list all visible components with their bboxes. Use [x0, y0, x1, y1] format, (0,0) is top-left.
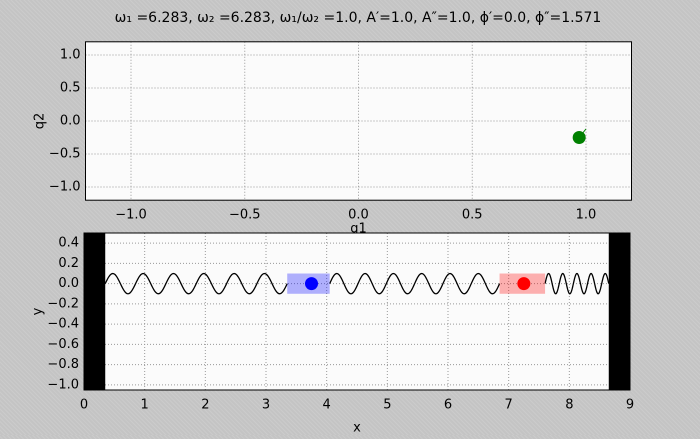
y-tick-label: −0.6 [47, 337, 79, 352]
wall [84, 233, 106, 390]
y-tick-label: −1.0 [49, 180, 81, 195]
y-tick-label: 1.0 [60, 48, 81, 63]
x-tick-label: 1 [141, 398, 149, 413]
y-tick-label: 0.0 [58, 276, 79, 291]
y-tick-label: −0.4 [47, 317, 79, 332]
y-axis-label: y [31, 307, 46, 315]
y-tick-label: −0.5 [49, 147, 81, 162]
y-tick-label: 0.2 [58, 256, 79, 271]
spring [329, 272, 501, 295]
x-tick-label: 0.0 [348, 208, 369, 223]
y-tick-label: 0.4 [58, 236, 79, 251]
mass [517, 277, 531, 291]
spring [104, 272, 288, 295]
x-tick-label: 2 [201, 398, 209, 413]
x-tick-label: −1.0 [115, 208, 147, 223]
x-tick-label: 0 [80, 398, 88, 413]
axes-background [84, 233, 630, 390]
y-axis-label: q2 [33, 113, 48, 130]
x-tick-label: 7 [505, 398, 513, 413]
title: ω₁ =6.283, ω₂ =6.283, ω₁/ω₂ =1.0, A′=1.0… [115, 10, 602, 26]
y-tick-label: −1.0 [47, 377, 79, 392]
x-tick-label: 1.0 [576, 208, 597, 223]
y-tick-label: −0.2 [47, 296, 79, 311]
x-tick-label: 0.5 [462, 208, 483, 223]
point [572, 131, 586, 144]
axes-frame [83, 232, 631, 391]
y-tick-label: 0.5 [60, 81, 81, 96]
mass [305, 277, 318, 291]
x-axis-label: x [353, 421, 361, 436]
wall [608, 233, 630, 390]
x-tick-label: 6 [444, 398, 452, 413]
spring [544, 272, 610, 295]
axes-frame [85, 41, 632, 201]
x-tick-label: 3 [262, 398, 270, 413]
x-tick-label: 9 [626, 398, 634, 413]
x-tick-label: 8 [565, 398, 573, 413]
y-tick-label: −0.8 [47, 357, 79, 372]
y-tick-label: 0.0 [60, 114, 81, 129]
x-tick-label: −0.5 [229, 208, 261, 223]
x-tick-label: 5 [383, 398, 391, 413]
x-tick-label: 4 [323, 398, 331, 413]
